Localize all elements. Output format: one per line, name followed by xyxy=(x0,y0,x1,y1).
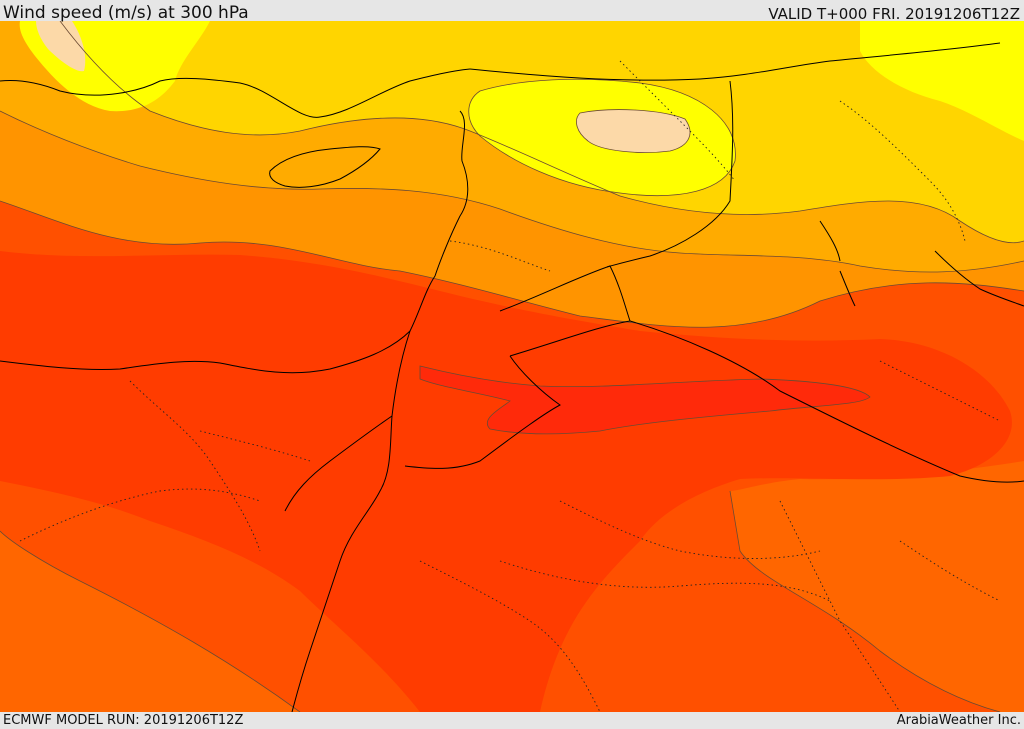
band-light-orange xyxy=(0,21,1024,273)
valid-time: VALID T+000 FRI. 20191206T12Z xyxy=(768,5,1020,23)
credit-label: ArabiaWeather Inc. xyxy=(896,713,1021,728)
contour-lines xyxy=(0,21,1024,712)
map-title: Wind speed (m/s) at 300 hPa xyxy=(3,3,249,23)
model-run-label: ECMWF MODEL RUN: 20191206T12Z xyxy=(3,713,244,728)
band-peach-northwest xyxy=(36,21,86,72)
wind-speed-map xyxy=(0,21,1024,712)
band-red-jet-core xyxy=(420,366,870,434)
coastlines-and-borders xyxy=(0,42,1024,712)
band-red-orange xyxy=(0,251,1012,712)
footer-bar: ECMWF MODEL RUN: 20191206T12Z ArabiaWeat… xyxy=(0,712,1024,729)
band-yellow-northeast xyxy=(860,21,1024,141)
title-bar: Wind speed (m/s) at 300 hPa VALID T+000 … xyxy=(0,0,1024,23)
band-orange xyxy=(0,111,1024,328)
admin-boundaries xyxy=(19,60,1001,712)
map-canvas xyxy=(0,21,1024,712)
band-peach-central xyxy=(576,109,690,153)
